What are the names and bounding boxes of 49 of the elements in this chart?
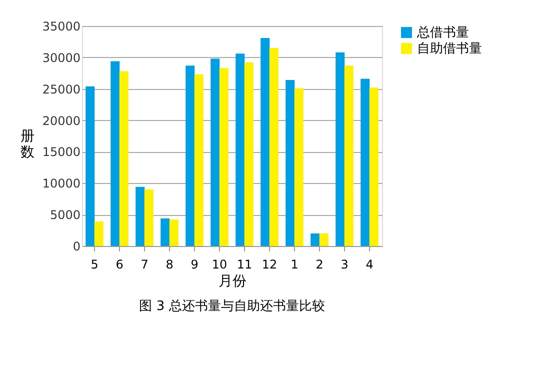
bar <box>219 68 228 246</box>
x-tick-label: 6 <box>116 258 124 272</box>
y-tick-label: 15000 <box>42 145 80 160</box>
bar <box>194 74 204 246</box>
y-axis-title: 册数 <box>20 128 34 160</box>
x-axis-title: 月份 <box>218 274 246 290</box>
bar <box>210 58 220 246</box>
x-tick-label: 4 <box>366 258 374 272</box>
x-tick-label: 10 <box>212 258 228 272</box>
bar <box>244 62 254 246</box>
x-tick-label: 2 <box>316 258 324 272</box>
bar <box>186 66 195 246</box>
x-tick-label: 5 <box>90 258 98 272</box>
bar <box>360 78 370 246</box>
legend-label: 自助借书量 <box>417 42 482 56</box>
bar <box>94 221 104 246</box>
x-tick-label: 3 <box>340 258 348 272</box>
x-tick-label: 7 <box>140 258 148 272</box>
x-tick-label: 1 <box>290 258 298 272</box>
y-tick-label: 35000 <box>42 20 80 34</box>
bar <box>236 54 245 246</box>
x-tick-label: 8 <box>166 258 174 272</box>
bar <box>144 189 154 246</box>
x-tick-label: 12 <box>262 258 278 272</box>
bar <box>269 48 278 246</box>
bar <box>169 220 178 246</box>
bar <box>286 80 295 246</box>
y-tick-label: 5000 <box>50 208 80 222</box>
caption: 图 3 总还书量与自助还书量比较 <box>139 299 325 314</box>
bar <box>369 88 378 246</box>
bar <box>260 38 270 246</box>
bar <box>344 66 354 246</box>
bar <box>336 52 345 246</box>
bar <box>86 86 95 246</box>
y-tick-label: 10000 <box>42 176 80 191</box>
y-tick-label: 20000 <box>42 114 80 128</box>
y-tick-label: 25000 <box>42 82 80 96</box>
bar <box>310 233 320 246</box>
y-tick-label: 30000 <box>42 50 80 65</box>
bar <box>319 233 328 246</box>
bar <box>119 71 128 246</box>
legend-label: 总借书量 <box>416 26 469 40</box>
bar <box>136 186 145 246</box>
bar <box>110 61 120 246</box>
x-tick-label: 9 <box>190 258 198 272</box>
y-tick-label: 0 <box>72 240 80 254</box>
bar <box>160 218 170 246</box>
bar <box>294 88 304 246</box>
x-tick-label: 11 <box>236 258 252 272</box>
